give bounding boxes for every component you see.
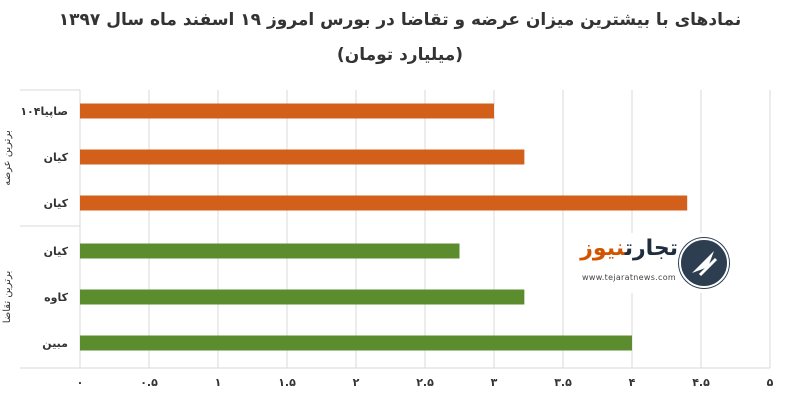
chart-subtitle: (میلیارد تومان) [336, 45, 464, 65]
watermark-brand-part1: تجارت [624, 236, 678, 261]
x-tick-label: ۳ [491, 376, 498, 389]
watermark-brand-part2: نیوز [580, 236, 625, 261]
category-label: کاوه [44, 291, 68, 304]
category-label: کیان [44, 151, 69, 164]
bar [80, 335, 632, 351]
x-tick-label: ۰.۵ [140, 376, 158, 389]
tejaratnews-logo-icon [678, 237, 730, 289]
bar [80, 195, 688, 211]
x-tick-label: ۳.۵ [554, 376, 572, 389]
bar [80, 289, 525, 305]
x-tick-label: ۱.۵ [278, 376, 296, 389]
chart-title: نمادهای با بیشترین میزان عرضه و تقاضا در… [58, 10, 742, 30]
group-label: برترین عرضه [2, 130, 13, 186]
watermark-brand-name: تجارتنیوز [568, 236, 678, 261]
x-tick-label: ۲ [353, 376, 360, 389]
x-tick-label: ۴ [629, 376, 636, 389]
x-tick-label: ۵ [767, 376, 774, 389]
x-tick-label: ۱ [215, 376, 222, 389]
x-tick-label: ۴.۵ [692, 376, 710, 389]
x-tick-label: ۰ [77, 376, 84, 389]
bar [80, 103, 494, 119]
group-label: برترین تقاضا [2, 271, 13, 324]
x-tick-label: ۲.۵ [416, 376, 434, 389]
bar [80, 149, 525, 165]
watermark-url: www.tejaratnews.com [582, 273, 676, 282]
category-label: مبین [42, 337, 68, 350]
category-label: صاپیا۱۰۴ [20, 105, 68, 118]
category-label: کیان [44, 245, 69, 258]
category-label: کیان [44, 197, 69, 210]
bar [80, 243, 460, 259]
